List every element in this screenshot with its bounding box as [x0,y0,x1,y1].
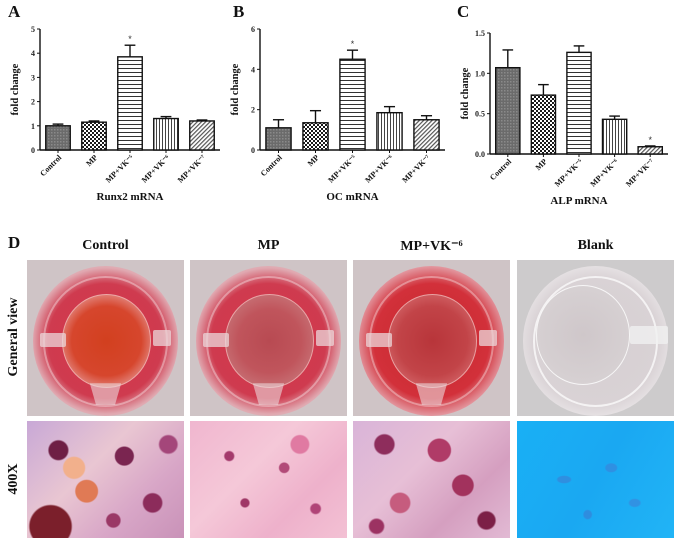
bar-group: MP+VK⁻⁶ [588,115,628,189]
x-category-label: MP [306,153,321,168]
chart-b-oc: 0 2 4 6 fold change Control MP * MP+VK⁻⁵ MP+VK⁻⁶ M… [225,0,450,215]
x-category-label: MP [534,157,549,172]
bar-group: MP+VK⁻⁵ [553,45,592,189]
x-category-label: MP+VK⁻⁵ [326,153,358,185]
y-tick-label: 5 [31,25,35,34]
x-category-label: MP+VK⁻⁶ [588,157,620,189]
bar-group: Control [259,119,292,179]
column-header-blank: Blank [577,238,614,253]
bar-group: MP [302,109,329,168]
bar [189,120,215,151]
y-tick-label: 1 [31,122,35,131]
bar [494,66,521,155]
x-axis-title: OC mRNA [326,191,378,203]
bar [302,122,329,151]
x-axis-title: Runx2 mRNA [97,191,164,203]
significance-marker: * [648,135,652,145]
photo-general-control [27,260,184,416]
bar-group: * MP+VK⁻⁵ [104,34,143,185]
bar [81,121,107,151]
x-category-label: MP+VK⁻⁵ [553,157,585,189]
bar-group: * MP+VK⁻⁷ [624,135,664,189]
y-tick-label: 2 [31,98,35,107]
y-axis-label: fold change [460,67,471,119]
y-tick-label: 1.0 [475,69,485,78]
panel-label-c: C [457,2,470,21]
x-category-label: MP+VK⁻⁷ [400,153,432,185]
y-tick-label: 1.5 [475,29,485,38]
y-axis-label: fold change [10,63,21,115]
y-tick-label: 0 [31,146,35,155]
bar [117,56,143,151]
chart-b-svg: 0 2 4 6 fold change Control MP * MP+VK⁻⁵ MP+VK⁻⁶ M… [230,25,445,203]
bar [339,58,366,151]
bar-group: Control [38,123,71,179]
bar [601,118,628,155]
bar [265,127,292,151]
y-tick-label: 3 [31,73,35,82]
bar [153,117,179,151]
x-category-label: Control [259,153,285,179]
panel-label-a: A [8,2,21,21]
x-category-label: Control [488,157,514,183]
photo-general-mp-vk6 [353,260,510,416]
bar-group: MP [530,83,557,172]
photo-general-blank [517,260,674,416]
column-header-mp-vk6: MP+VK⁻⁶ [353,238,510,255]
y-tick-label: 4 [251,65,255,74]
panel-label-d: D [8,233,21,252]
bar [637,146,664,155]
y-tick-label: 0.5 [475,110,485,119]
chart-a-runx2: 0 1 2 3 4 5 fold change Control MP * MP+VK⁻⁵ MP+VK⁻… [0,0,225,215]
y-tick-label: 0 [251,146,255,155]
x-category-label: MP+VK⁻⁷ [624,157,656,189]
x-category-label: MP+VK⁻⁷ [176,153,208,185]
x-category-label: Control [38,153,64,179]
chart-c-alp: 0.0 0.5 1.0 1.5 fold change Control MP MP+VK⁻⁵ M… [450,0,678,215]
significance-marker: * [128,34,132,44]
photo-400x-control [27,421,184,538]
bar-group: * MP+VK⁻⁵ [326,39,366,185]
bar-group: MP+VK⁻⁶ [363,105,403,185]
y-axis-label: fold change [230,63,241,115]
x-category-label: MP+VK⁻⁶ [140,153,172,185]
row-header-general-view: General view [6,297,21,377]
column-header-mp: MP [257,238,280,253]
photo-400x-mp-vk6 [353,421,510,538]
photo-400x-mp [190,421,347,538]
column-header-mp-vk6-label: MP+VK⁻⁶ [400,239,463,254]
y-tick-label: 2 [251,106,255,115]
y-tick-label: 4 [31,49,35,58]
panel-label-b: B [233,2,245,21]
row-header-400x: 400X [6,463,21,495]
bar-group: MP [81,120,107,168]
y-tick-label: 6 [251,25,255,34]
bar [45,125,71,151]
y-tick-label: 0.0 [475,150,485,159]
bar-group: Control [488,49,521,183]
x-axis-title: ALP mRNA [550,195,607,207]
bar [566,51,592,155]
x-category-label: MP+VK⁻⁶ [363,153,395,185]
x-category-label: MP+VK⁻⁵ [104,153,136,185]
bar [376,111,403,151]
x-category-label: MP [84,153,99,168]
bar-group: MP+VK⁻⁷ [176,119,215,185]
photo-400x-blank [517,421,674,538]
significance-marker: * [351,39,355,49]
bar [413,119,440,151]
column-header-control: Control [82,238,129,253]
bar [530,94,557,155]
photo-general-mp [190,260,347,416]
